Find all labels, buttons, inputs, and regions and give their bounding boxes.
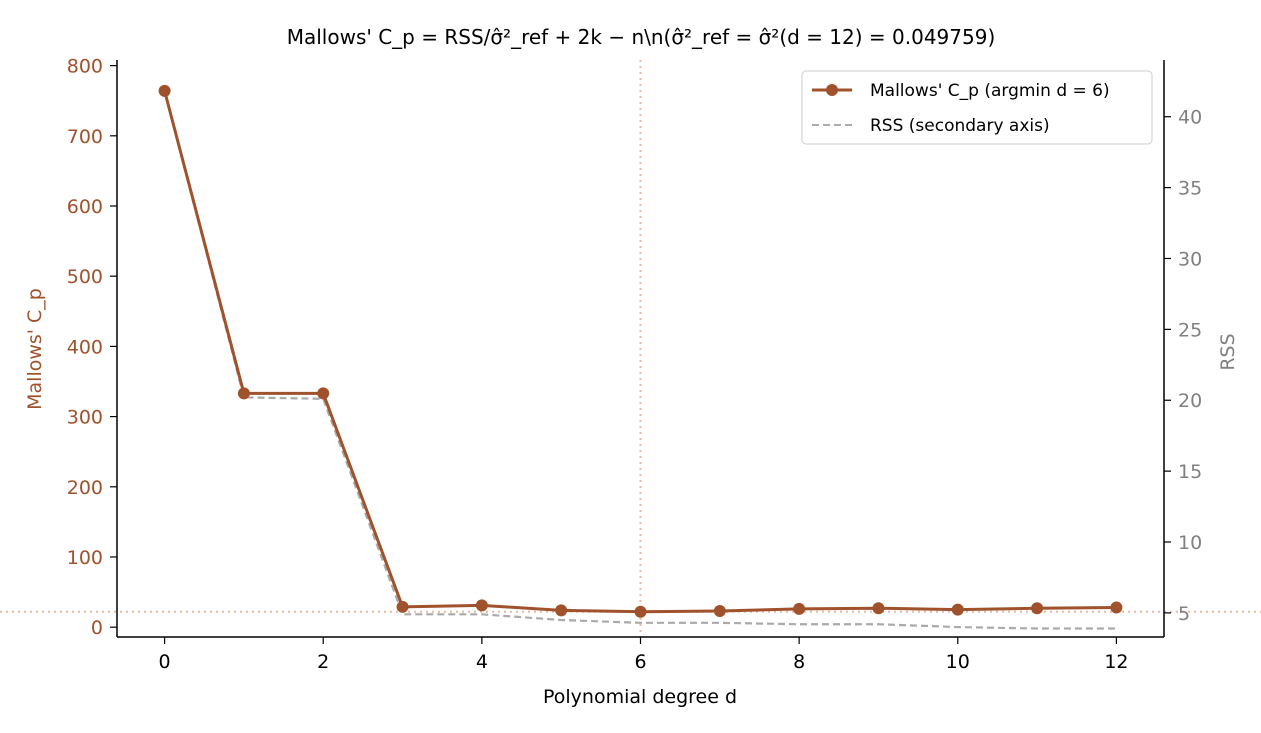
legend: Mallows' C_p (argmin d = 6) RSS (seconda… [801,70,1153,145]
y2-tick-label: 15 [1178,461,1202,483]
cp-point [1031,602,1044,615]
y-tick-label: 400 [67,336,103,358]
cp-point [872,602,885,615]
y-tick-label: 800 [67,56,103,78]
chart-title: Mallows' C_p = RSS/σ̂²_ref + 2k − n\n(σ̂… [287,25,996,49]
legend-cp-label: Mallows' C_p (argmin d = 6) [870,81,1110,101]
cp-series [158,84,1123,618]
cp-point [793,602,806,615]
x-axis-label: Polynomial degree d [543,686,737,708]
y-tick-label: 700 [67,126,103,148]
x-tick-label: 8 [793,651,805,673]
x-tick-label: 0 [159,651,171,673]
cp-point [555,604,568,617]
x-axis-ticks: 0 2 4 6 8 10 12 [159,637,1129,673]
cp-point [475,599,488,612]
y-axis-ticks: 0 100 200 300 400 500 600 700 800 [67,56,117,639]
y-axis-label: Mallows' C_p [24,288,46,410]
y2-tick-label: 25 [1178,319,1202,341]
y-tick-label: 600 [67,196,103,218]
cp-point [396,600,409,613]
y-tick-label: 100 [67,547,103,569]
reference-lines [0,60,1261,637]
x-tick-label: 6 [634,651,646,673]
x-tick-label: 2 [317,651,329,673]
y-tick-label: 200 [67,477,103,499]
y2-tick-label: 30 [1178,248,1202,270]
y-tick-label: 300 [67,407,103,429]
y2-tick-label: 20 [1178,390,1202,412]
y2-tick-label: 35 [1178,178,1202,200]
cp-point [317,387,330,400]
x-tick-label: 10 [946,651,970,673]
cp-point [237,387,250,400]
y-tick-label: 0 [91,617,103,639]
cp-point [158,84,171,97]
cp-point [951,603,964,616]
y2-tick-label: 5 [1178,603,1190,625]
x-tick-label: 4 [476,651,488,673]
y2-tick-label: 40 [1178,107,1202,129]
legend-rss-label: RSS (secondary axis) [870,116,1050,136]
y-tick-label: 500 [67,266,103,288]
y2-tick-label: 10 [1178,532,1202,554]
rss-line [163,90,1117,630]
cp-point [634,605,647,618]
legend-frame [801,70,1153,145]
y2-axis-label: RSS [1217,333,1239,370]
y2-axis-ticks: 5 10 15 20 25 30 35 40 [1164,107,1202,625]
cp-point [713,605,726,618]
rss-series [163,90,1117,630]
legend-cp-marker [826,84,838,96]
cp-point [1110,601,1123,614]
x-tick-label: 12 [1104,651,1128,673]
